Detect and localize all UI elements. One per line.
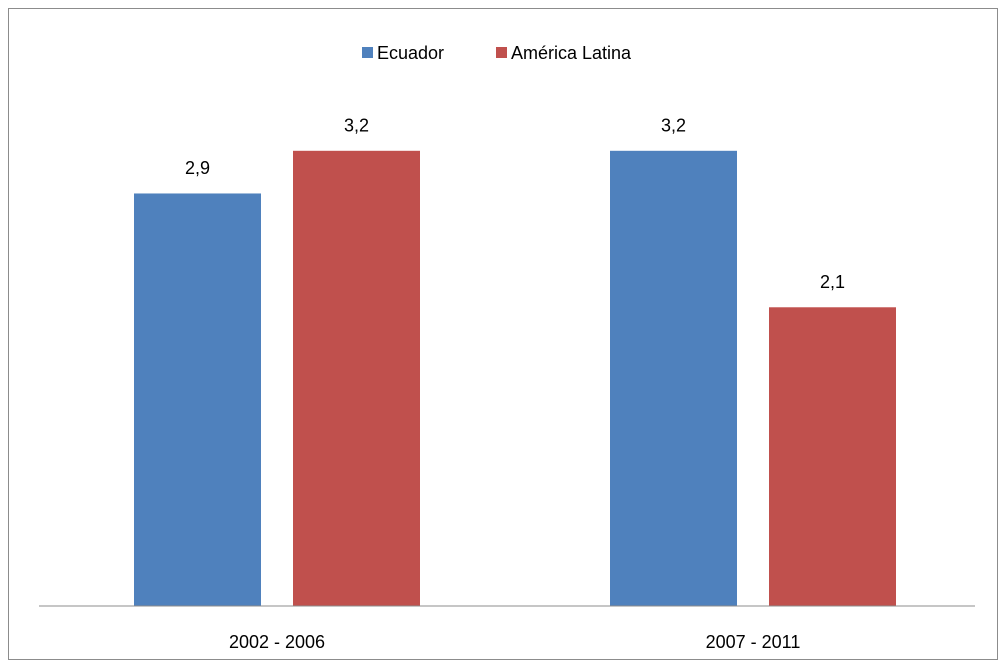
legend-label: Ecuador xyxy=(377,43,444,63)
bar xyxy=(610,150,737,607)
x-tick-label: 2002 - 2006 xyxy=(229,632,325,652)
bar xyxy=(134,193,261,606)
legend-swatch xyxy=(362,47,373,58)
legend-label: América Latina xyxy=(511,43,632,63)
x-tick-label: 2007 - 2011 xyxy=(706,632,801,652)
bar xyxy=(293,150,420,607)
data-label: 2,1 xyxy=(820,272,845,292)
data-label: 3,2 xyxy=(344,116,369,136)
data-label: 2,9 xyxy=(185,158,210,178)
legend-swatch xyxy=(496,47,507,58)
bar xyxy=(769,307,896,606)
data-label: 3,2 xyxy=(661,116,686,136)
